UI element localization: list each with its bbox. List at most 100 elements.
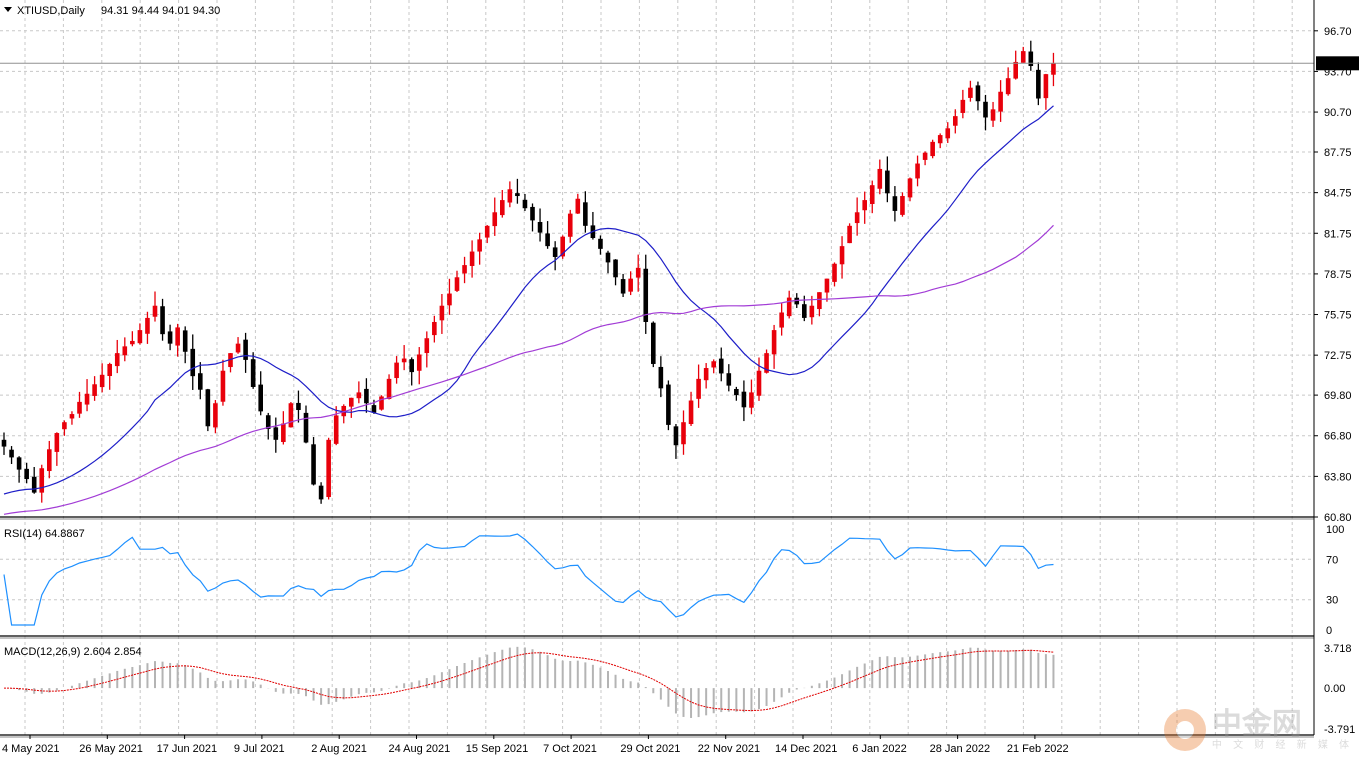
candle-body [477, 239, 482, 252]
rsi-tick-label: 0 [1326, 625, 1332, 637]
x-tick-label: 24 Aug 2021 [389, 743, 451, 755]
candle-body [416, 354, 422, 371]
candle-body [666, 384, 671, 425]
candle-body [696, 378, 701, 399]
candle-body [802, 304, 807, 318]
candle-body [77, 401, 82, 414]
candle-body [250, 359, 256, 387]
candle-body [945, 128, 951, 139]
candle-body [756, 370, 762, 396]
candle-body [54, 433, 60, 452]
candle-body [409, 359, 414, 373]
candle-body [922, 152, 928, 160]
candle-body [545, 233, 550, 247]
candle-body [983, 101, 988, 118]
rsi-panel[interactable] [3, 533, 1054, 626]
macd-tick-label: -3.791 [1324, 724, 1355, 736]
candle-body [371, 405, 377, 413]
candle-body [824, 278, 830, 293]
candle-body [885, 170, 890, 194]
candle-body [764, 353, 769, 373]
candle-body [492, 212, 498, 227]
candle-body [749, 392, 754, 408]
x-tick-label: 6 Jan 2022 [852, 743, 906, 755]
candle-body [220, 370, 226, 402]
candle-body [84, 393, 90, 405]
candle-body [718, 358, 724, 374]
candle-body [1043, 74, 1049, 99]
candle-body [854, 212, 860, 224]
candle-body [130, 340, 135, 345]
candle-body [847, 225, 852, 244]
candle-body [333, 415, 339, 444]
y-tick-label: 72.75 [1324, 350, 1352, 362]
rsi-tick-label: 30 [1326, 595, 1338, 607]
candle-body [379, 396, 384, 410]
watermark: 中金网 中 文 财 经 新 媒 体 [1163, 709, 1353, 751]
candle-body [356, 392, 362, 399]
candle-body [341, 405, 347, 417]
x-tick-label: 29 Oct 2021 [620, 743, 680, 755]
candle-body [326, 439, 331, 498]
y-tick-label: 75.75 [1324, 310, 1352, 322]
x-tick-label: 26 May 2021 [79, 743, 143, 755]
y-tick-label: 60.80 [1324, 512, 1352, 524]
candle-body [107, 363, 112, 377]
candle-body [537, 221, 543, 233]
candle-body [92, 384, 97, 396]
current-price-tag [1316, 56, 1359, 71]
x-tick-label: 9 Jul 2021 [234, 743, 285, 755]
macd-panel[interactable] [3, 646, 1055, 718]
candle-body [69, 414, 75, 419]
candle-body [205, 389, 211, 427]
candle-body [9, 449, 14, 458]
candle-body [673, 426, 679, 446]
candle-body [960, 99, 966, 113]
candle-body [228, 353, 233, 368]
candle-body [998, 91, 1003, 112]
candle-body [424, 338, 430, 354]
candle-body [575, 198, 581, 214]
candle-body [937, 135, 943, 144]
y-tick-label: 66.80 [1324, 431, 1352, 443]
watermark-sub: 中 文 财 经 新 媒 体 [1211, 739, 1353, 751]
x-tick-label: 2 Aug 2021 [311, 743, 367, 755]
candle-body [1013, 61, 1018, 79]
candle-body [469, 251, 475, 266]
candle-body [907, 178, 913, 198]
candle-body [583, 202, 588, 226]
candle-body [779, 312, 784, 328]
candle-body [560, 236, 565, 257]
candle-body [734, 388, 739, 396]
candle-body [24, 468, 29, 480]
candle-body [567, 213, 573, 237]
candle-body [47, 449, 52, 472]
candle-body [862, 200, 867, 211]
candle-body [114, 353, 120, 367]
y-tick-label: 78.75 [1324, 269, 1352, 281]
rsi-tick-label: 100 [1326, 524, 1344, 536]
candle-body [281, 423, 286, 442]
candle-body [288, 403, 294, 428]
candle-body [915, 163, 920, 179]
candle-body [454, 277, 460, 291]
candle-body [711, 361, 716, 368]
candle-body [968, 87, 973, 98]
candle-body [975, 85, 981, 102]
candle-body [507, 189, 513, 203]
x-tick-label: 28 Jan 2022 [930, 743, 991, 755]
candle-body [635, 267, 641, 278]
candle-body [1036, 69, 1041, 99]
candle-body [160, 306, 165, 335]
candle-body [265, 415, 271, 429]
main-price-panel[interactable] [0, 40, 1314, 515]
macd-tick-label: 3.718 [1324, 643, 1352, 655]
candle-body [741, 391, 747, 408]
candle-body [311, 444, 316, 485]
ma20-line [3, 105, 1054, 495]
x-tick-label: 21 Feb 2022 [1007, 743, 1069, 755]
candle-body [530, 206, 535, 221]
macd-title: MACD(12,26,9) 2.604 2.854 [4, 646, 142, 658]
